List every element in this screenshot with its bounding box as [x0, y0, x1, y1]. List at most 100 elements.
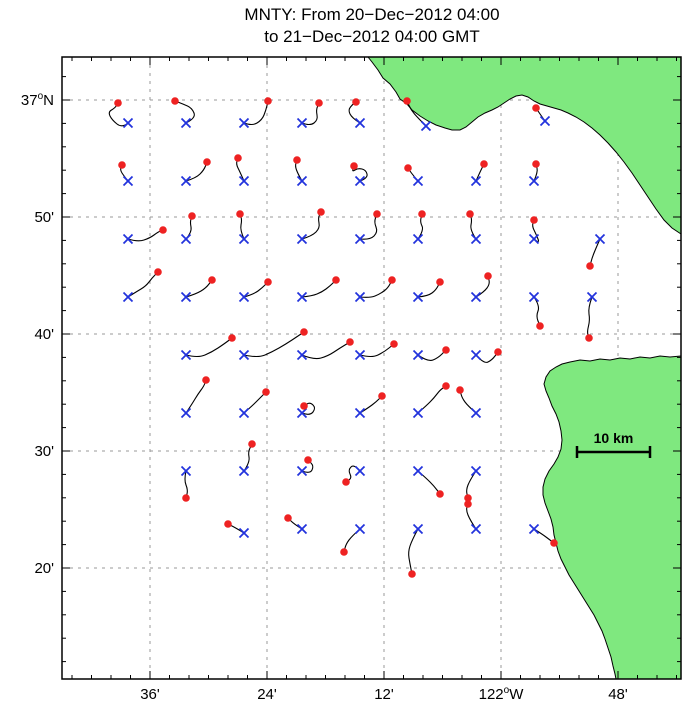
start-x-marker	[180, 117, 192, 129]
start-x-marker	[238, 233, 250, 245]
start-x-marker	[470, 523, 482, 535]
end-dot-marker	[228, 334, 236, 342]
end-dot-marker	[532, 104, 540, 112]
start-x-marker	[180, 465, 192, 477]
end-dot-marker	[234, 154, 242, 162]
start-x-marker	[539, 115, 551, 127]
start-x-marker	[420, 120, 432, 132]
end-dot-marker	[203, 158, 211, 166]
end-dot-marker	[464, 500, 472, 508]
y-tick-label: 40'	[34, 326, 54, 343]
end-dot-marker	[464, 494, 472, 502]
start-x-marker	[354, 117, 366, 129]
end-dot-marker	[550, 539, 558, 547]
drifter-track	[408, 528, 419, 575]
drifter-track	[417, 213, 424, 240]
start-x-marker	[180, 233, 192, 245]
start-x-marker	[180, 291, 192, 303]
start-x-marker	[238, 407, 250, 419]
drifter-track	[589, 238, 601, 267]
end-dot-marker	[536, 322, 544, 330]
end-dot-marker	[317, 208, 325, 216]
end-dot-marker	[350, 162, 358, 170]
end-dot-marker	[340, 548, 348, 556]
drifter-track	[466, 470, 477, 499]
end-dot-marker	[530, 216, 538, 224]
scale-bar-label: 10 km	[594, 430, 634, 446]
start-x-marker	[354, 175, 366, 187]
drifter-track	[466, 503, 477, 530]
end-dot-marker	[436, 490, 444, 498]
end-dot-marker	[159, 226, 167, 234]
end-dot-marker	[378, 392, 386, 400]
drifter-track	[295, 159, 303, 182]
start-x-marker	[354, 465, 366, 477]
drifter-track	[243, 281, 269, 298]
start-x-marker	[238, 117, 250, 129]
drifter-track	[359, 343, 395, 358]
end-dot-marker	[208, 276, 216, 284]
start-x-marker	[354, 523, 366, 535]
end-dot-marker	[248, 440, 256, 448]
title-line-2: to 21−Dec−2012 04:00 GMT	[264, 27, 480, 46]
end-dot-marker	[315, 99, 323, 107]
drifter-track	[185, 279, 213, 298]
start-x-marker	[594, 233, 606, 245]
start-x-marker	[412, 465, 424, 477]
start-x-marker	[354, 291, 366, 303]
end-dot-marker	[182, 494, 190, 502]
end-dot-marker	[373, 210, 381, 218]
end-dot-marker	[352, 98, 360, 106]
drifter-track	[185, 161, 208, 182]
start-x-marker	[296, 523, 308, 535]
start-x-marker	[470, 465, 482, 477]
end-dot-marker	[480, 160, 488, 168]
end-dot-marker	[236, 210, 244, 218]
start-x-marker	[122, 175, 134, 187]
drifter-track	[301, 341, 351, 360]
drifter-track	[301, 279, 337, 298]
start-x-marker	[180, 175, 192, 187]
end-dot-marker	[408, 570, 416, 578]
end-dot-marker	[418, 210, 426, 218]
start-x-marker	[296, 117, 308, 129]
start-x-marker	[296, 465, 308, 477]
drifter-track	[417, 385, 447, 414]
end-dot-marker	[390, 340, 398, 348]
end-dot-marker	[442, 346, 450, 354]
drifter-track	[236, 157, 245, 182]
drifter-track	[469, 213, 477, 240]
drifter-track	[185, 379, 207, 414]
end-dot-marker	[586, 262, 594, 270]
start-x-marker	[238, 527, 250, 539]
figure-title: MNTY: From 20−Dec−2012 04:00 to 21−Dec−2…	[62, 4, 682, 48]
start-x-marker	[412, 407, 424, 419]
x-tick-label: 122oW	[479, 685, 525, 703]
end-dot-marker	[346, 338, 354, 346]
drifter-track	[532, 219, 540, 243]
end-dot-marker	[293, 156, 301, 164]
start-x-marker	[470, 175, 482, 187]
x-tick-label: 12'	[374, 686, 394, 703]
start-x-marker	[412, 233, 424, 245]
y-tick-label: 50'	[34, 209, 54, 226]
start-x-marker	[412, 175, 424, 187]
drifter-track	[243, 100, 269, 126]
x-tick-label: 36'	[140, 686, 160, 703]
end-dot-marker	[264, 278, 272, 286]
y-tick-label: 37oN	[21, 91, 54, 109]
start-x-marker	[412, 523, 424, 535]
end-dot-marker	[264, 97, 272, 105]
drifter-track	[301, 459, 314, 473]
drifter-track	[533, 296, 541, 327]
end-dot-marker	[456, 386, 464, 394]
start-x-marker	[528, 523, 540, 535]
drifter-track	[352, 165, 368, 182]
start-x-marker	[354, 407, 366, 419]
end-dot-marker	[171, 97, 179, 105]
x-tick-label: 48'	[608, 686, 628, 703]
start-x-marker	[180, 407, 192, 419]
start-x-marker	[296, 175, 308, 187]
end-dot-marker	[388, 276, 396, 284]
